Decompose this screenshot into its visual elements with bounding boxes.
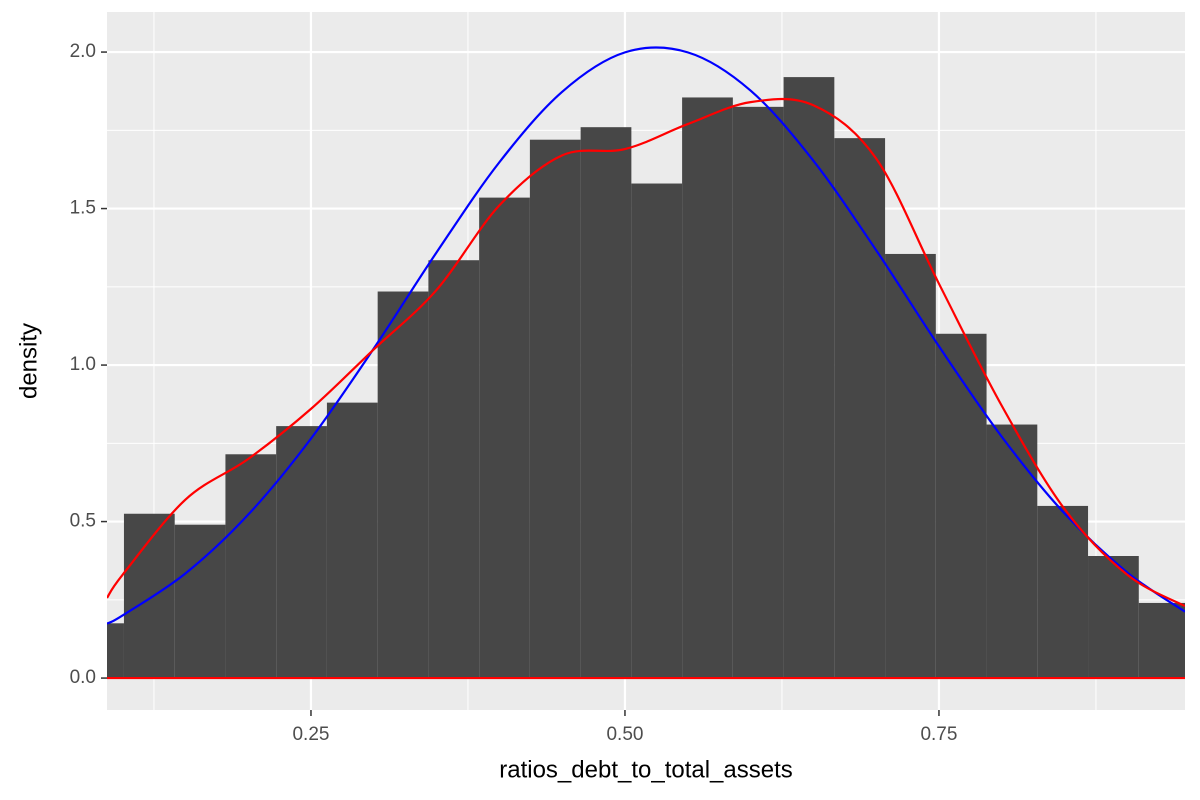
axes: 0.25 0.50 0.75 0.0 0.5 1.0 1.5 2.0: [70, 41, 958, 745]
histogram-bar: [225, 454, 277, 679]
histogram-bar: [631, 183, 683, 679]
histogram-bar: [428, 260, 480, 679]
y-tick-label: 0.0: [70, 667, 96, 688]
x-tick-label: 0.50: [606, 724, 643, 745]
histogram-bar: [935, 333, 987, 679]
histogram-bar: [276, 426, 327, 679]
histogram-bar: [479, 197, 530, 679]
histogram-bar: [1138, 602, 1185, 679]
y-axis-title: density: [15, 323, 42, 399]
histogram-bar: [732, 106, 784, 679]
x-axis-title: ratios_debt_to_total_assets: [499, 756, 793, 783]
histogram-bar: [377, 291, 429, 679]
histogram-bar: [529, 139, 581, 679]
density-line: [107, 46, 1185, 625]
marks: [107, 46, 1185, 680]
histogram-bar: [1037, 505, 1089, 679]
x-tick-label: 0.75: [920, 724, 957, 745]
y-tick-label: 1.0: [70, 354, 96, 375]
y-tick-label: 0.5: [70, 511, 96, 532]
y-tick-label: 1.5: [70, 198, 96, 219]
histogram-bar: [986, 424, 1038, 679]
histogram-bar: [580, 127, 632, 679]
histogram-bar: [123, 513, 175, 679]
histogram-bar: [107, 623, 124, 679]
histogram-bar: [834, 138, 886, 679]
histogram-bar: [783, 77, 835, 679]
density-line: [107, 97, 1185, 608]
y-tick-label: 2.0: [70, 41, 96, 62]
x-tick-label: 0.25: [292, 724, 329, 745]
histogram-bar: [885, 253, 936, 679]
histogram-bar: [326, 402, 378, 679]
histogram-bar: [682, 97, 733, 679]
histogram-bar: [174, 524, 226, 679]
